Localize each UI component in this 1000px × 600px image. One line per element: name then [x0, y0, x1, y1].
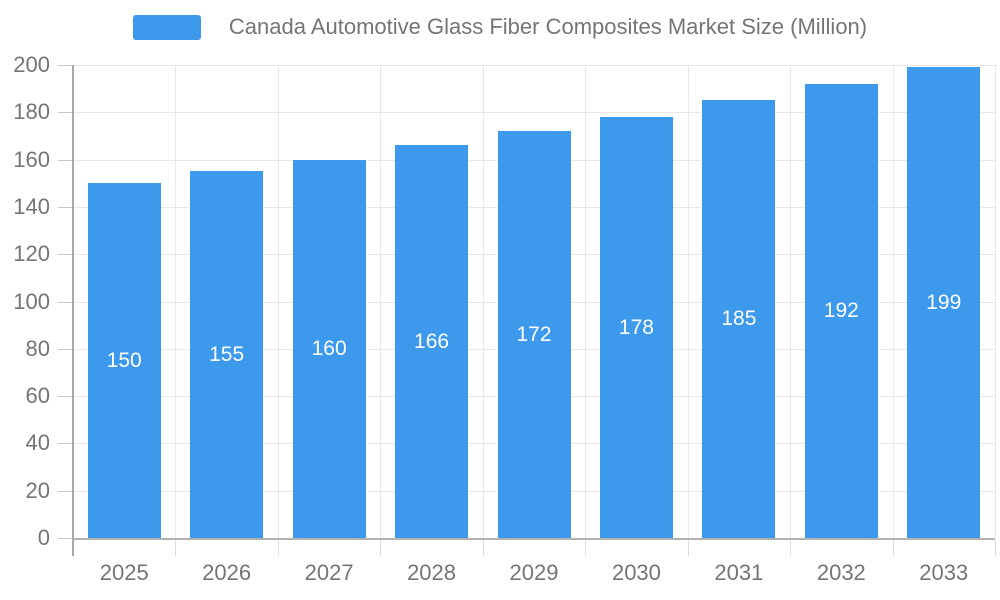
- y-gridline: [73, 65, 995, 66]
- x-tick: [277, 540, 279, 556]
- bar: [497, 131, 571, 538]
- y-axis-label: 160: [13, 146, 50, 172]
- y-tick: [58, 112, 72, 114]
- x-gridline: [687, 65, 689, 538]
- x-tick: [892, 540, 894, 556]
- y-tick: [58, 396, 72, 398]
- x-axis-label: 2033: [919, 560, 969, 585]
- y-axis-label: 20: [25, 477, 50, 503]
- x-tick: [585, 540, 587, 556]
- x-axis-label: 2029: [509, 560, 559, 585]
- bar: [292, 159, 366, 538]
- x-gridline: [482, 65, 484, 538]
- bar: [87, 183, 161, 538]
- x-tick: [790, 540, 792, 556]
- bar: [702, 100, 776, 538]
- y-tick: [58, 65, 72, 66]
- bar-value-label: 192: [823, 298, 859, 322]
- y-tick: [58, 254, 72, 256]
- bar-value-label: 199: [926, 290, 962, 314]
- y-axis-line: [72, 65, 74, 556]
- bar-value-label: 172: [516, 322, 552, 346]
- y-tick: [58, 490, 72, 492]
- y-axis-label: 100: [13, 288, 50, 314]
- bar: [190, 171, 264, 538]
- legend: Canada Automotive Glass Fiber Composites…: [0, 14, 1000, 40]
- x-tick: [687, 540, 689, 556]
- y-axis-label: 140: [13, 193, 50, 219]
- x-gridline: [892, 65, 894, 538]
- y-tick: [58, 443, 72, 445]
- bar-value-label: 178: [618, 315, 654, 339]
- bar-value-label: 160: [311, 336, 347, 360]
- bar: [599, 117, 673, 538]
- y-axis-label: 200: [13, 52, 50, 77]
- legend-swatch-icon: [132, 14, 201, 40]
- bar: [395, 145, 469, 538]
- x-gridline: [585, 65, 587, 538]
- y-axis-label: 0: [37, 525, 50, 550]
- x-axis-label: 2026: [202, 560, 252, 585]
- y-tick: [58, 348, 72, 350]
- y-tick: [58, 538, 72, 539]
- x-axis-label: 2031: [714, 560, 764, 585]
- chart-title: Canada Automotive Glass Fiber Composites…: [228, 14, 868, 39]
- y-gridline: [73, 112, 995, 114]
- x-gridline: [995, 65, 996, 538]
- x-axis-line: [73, 538, 995, 540]
- y-tick: [58, 206, 72, 208]
- y-axis-label: 40: [25, 430, 50, 456]
- bar-value-label: 185: [721, 307, 757, 331]
- x-tick: [380, 540, 382, 556]
- x-axis-label: 2028: [407, 560, 457, 585]
- bar: [907, 67, 981, 538]
- x-gridline: [790, 65, 792, 538]
- x-gridline: [175, 65, 177, 538]
- x-gridline: [277, 65, 279, 538]
- y-tick: [58, 159, 72, 161]
- x-tick: [482, 540, 484, 556]
- y-axis-label: 120: [13, 241, 50, 267]
- x-axis-label: 2025: [99, 560, 149, 585]
- bar-value-label: 166: [414, 329, 450, 353]
- bar: [804, 83, 878, 538]
- x-axis-label: 2027: [304, 560, 354, 585]
- x-tick: [995, 540, 996, 556]
- x-axis-label: 2030: [611, 560, 661, 585]
- y-axis-label: 80: [25, 335, 50, 361]
- bar-value-label: 150: [106, 348, 142, 372]
- x-tick: [175, 540, 177, 556]
- bar-value-label: 155: [209, 342, 245, 366]
- x-gridline: [380, 65, 382, 538]
- y-tick: [58, 301, 72, 303]
- y-axis-label: 60: [25, 383, 50, 409]
- x-axis-label: 2032: [816, 560, 866, 585]
- y-axis-label: 180: [13, 99, 50, 125]
